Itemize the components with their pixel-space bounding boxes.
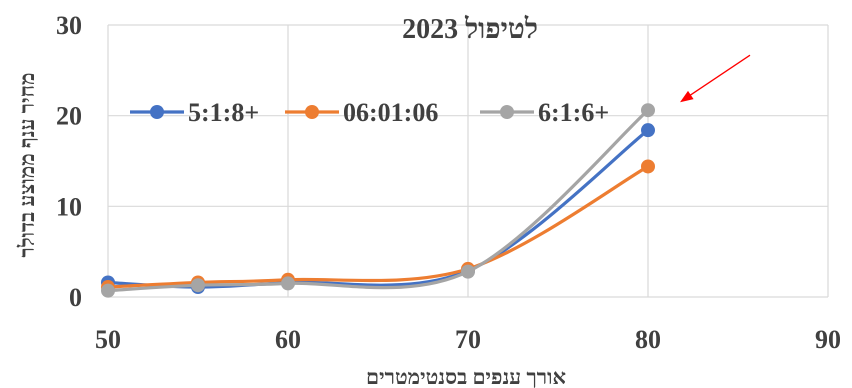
legend: 5:1:8+ 06:01:06 6:1:6+ [130, 98, 609, 127]
series-3-line [106, 108, 650, 293]
series-lines [101, 103, 655, 298]
series-2-line [106, 164, 650, 289]
axis-ticks: 50 60 70 80 90 0 10 20 30 [56, 11, 841, 354]
series-3-point-50 [101, 283, 115, 298]
legend-marker-1 [150, 105, 164, 119]
series-1-point-80 [641, 123, 655, 138]
x-tick-60: 60 [275, 325, 301, 354]
series-2-point-80 [641, 159, 655, 174]
legend-label-2: 06:01:06 [343, 98, 438, 127]
series-3-point-55 [191, 278, 205, 293]
gridlines [107, 24, 829, 298]
y-tick-0: 0 [69, 283, 82, 312]
legend-marker-2 [305, 105, 319, 119]
y-tick-30: 30 [56, 11, 82, 40]
series-3-point-70 [461, 264, 475, 279]
series-3 [101, 103, 655, 298]
series-1-line [106, 128, 650, 289]
x-tick-70: 70 [455, 325, 481, 354]
annotation-arrow-head [680, 90, 694, 103]
annotation [680, 54, 751, 103]
legend-marker-3 [500, 105, 514, 119]
annotation-arrow-shaft [687, 54, 751, 98]
series-2 [101, 159, 655, 295]
series-1 [101, 123, 655, 295]
x-axis-title: אורך ענפים בסנטימטרים [366, 365, 566, 388]
chart-title: 2023 לטיפול [402, 14, 538, 45]
y-axis-title: מחיר ענף ממוצע בדולר [15, 73, 39, 258]
legend-label-1: 5:1:8+ [188, 98, 259, 127]
series-3-point-80 [641, 103, 655, 118]
series-3-point-60 [281, 276, 295, 291]
x-tick-50: 50 [95, 325, 121, 354]
x-tick-80: 80 [635, 325, 661, 354]
legend-label-3: 6:1:6+ [538, 98, 609, 127]
x-tick-90: 90 [815, 325, 841, 354]
y-tick-10: 10 [56, 192, 82, 221]
y-tick-20: 20 [56, 102, 82, 131]
